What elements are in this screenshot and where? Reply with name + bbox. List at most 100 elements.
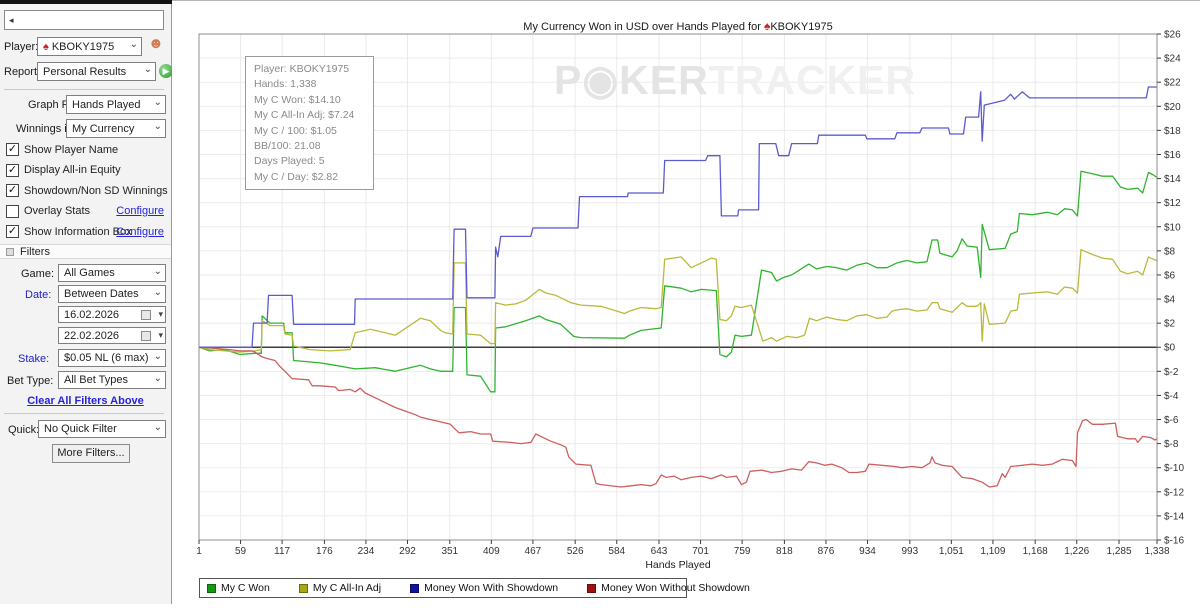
graph-for-value: Hands Played	[72, 98, 141, 111]
chevron-down-icon: ⌄	[153, 121, 162, 132]
run-report-icon[interactable]: ▶	[159, 64, 173, 78]
chart-panel: P◉KERTRACKER 1 59 117 176 234 292 351 409 467 526…	[172, 0, 1200, 604]
checkbox-label: Show Player Name	[24, 143, 119, 156]
chevron-down-icon: ⌄	[153, 97, 162, 108]
bet-type-select[interactable]: All Bet Types ⌄	[58, 371, 166, 389]
x-axis-title: Hands Played	[645, 559, 711, 571]
y-tick-label: $24	[1164, 54, 1181, 65]
x-tick-label: 643	[651, 546, 668, 557]
legend-label: Money Won Without Showdown	[601, 582, 750, 594]
checkbox-label: Overlay Stats	[24, 205, 91, 217]
player-manager-icon[interactable]: ☻	[148, 35, 164, 52]
game-select[interactable]: All Games ⌄	[58, 264, 166, 282]
y-tick-label: $8	[1164, 246, 1176, 257]
info-box-line: My C / Day: $2.82	[254, 170, 339, 183]
checkbox-label: Display All-in Equity	[24, 164, 121, 176]
legend-swatch-icon	[207, 583, 216, 593]
y-tick-label: $-2	[1164, 367, 1179, 378]
y-tick-label: $-4	[1164, 391, 1179, 402]
tab-scroll-box[interactable]: ◂	[4, 10, 164, 30]
y-tick-label: $14	[1164, 174, 1181, 185]
checkbox[interactable]: ✓	[6, 184, 19, 197]
y-tick-label: $12	[1164, 198, 1181, 209]
quick-filter-select[interactable]: No Quick Filter ⌄	[38, 420, 166, 438]
x-tick-label: 292	[399, 546, 416, 557]
y-tick-label: $10	[1164, 222, 1181, 233]
checkbox[interactable]	[6, 204, 19, 218]
checkbox[interactable]: ✓	[6, 163, 19, 177]
y-tick-label: $0	[1164, 343, 1176, 354]
y-tick-label: $-10	[1164, 463, 1184, 474]
calendar-icon[interactable]	[141, 330, 151, 341]
checkbox-row: Overlay Stats Configure	[6, 204, 168, 219]
x-tick-label: 701	[692, 546, 709, 557]
y-tick-label: $6	[1164, 270, 1176, 281]
date-from-input[interactable]: 16.02.2026 ▾	[58, 306, 166, 323]
y-tick-label: $-12	[1164, 487, 1184, 498]
checkbox-row: ✓ Show Player Name	[6, 142, 168, 157]
x-tick-label: 1,226	[1064, 546, 1089, 557]
pokerstars-spade-icon: ♠	[763, 19, 771, 33]
info-box-line: My C / 100: $1.05	[254, 124, 337, 137]
x-tick-label: 876	[818, 546, 835, 557]
scroll-left-icon[interactable]: ◂	[9, 15, 14, 25]
series-line-money-won-without-showdown	[198, 346, 1158, 488]
winnings-in-select[interactable]: My Currency ⌄	[66, 119, 166, 138]
x-tick-label: 759	[734, 546, 751, 557]
y-tick-label: $-8	[1164, 439, 1179, 450]
game-value: All Games	[64, 267, 115, 279]
checkbox[interactable]: ✓	[6, 143, 19, 156]
x-tick-label: 1,338	[1144, 546, 1169, 557]
chart-legend: My C Won My C All-In Adj Money Won With Sh…	[199, 578, 750, 598]
date-select[interactable]: Between Dates ⌄	[58, 285, 166, 303]
report-select-value: Personal Results	[43, 65, 127, 78]
legend-item: Money Won With Showdown	[410, 582, 558, 594]
date-to-input[interactable]: 22.02.2026 ▾	[58, 327, 166, 344]
y-tick-label: $22	[1164, 78, 1181, 89]
calendar-icon[interactable]	[141, 309, 151, 320]
divider	[4, 413, 164, 414]
clear-all-filters-link[interactable]: Clear All Filters Above	[27, 395, 144, 407]
series-line-money-won-with-showdown	[199, 86, 1157, 348]
player-select[interactable]: ♠ KBOKY1975 ⌄	[37, 37, 142, 56]
series-line-my-c-all-in-adj	[198, 249, 1158, 353]
more-filters-button[interactable]: More Filters...	[52, 444, 130, 463]
chevron-down-icon: ⌄	[153, 287, 162, 298]
date-value: Between Dates	[64, 288, 139, 300]
player-select-value: KBOKY1975	[51, 40, 115, 53]
report-select[interactable]: Personal Results ⌄	[37, 62, 156, 81]
x-tick-label: 176	[316, 546, 333, 557]
filters-section-header[interactable]: Filters	[0, 244, 171, 259]
chevron-down-icon: ⌄	[153, 266, 162, 277]
x-tick-label: 1,109	[980, 546, 1005, 557]
checkbox-label: Show Information Box	[24, 225, 132, 238]
info-box-line: Hands: 1,338	[254, 78, 317, 91]
checkbox-label: Showdown/Non SD Winnings	[24, 184, 168, 197]
collapse-icon[interactable]	[6, 247, 14, 256]
configure-link[interactable]: Configure	[116, 225, 164, 238]
configure-link[interactable]: Configure	[116, 205, 164, 217]
quick-filter-value: No Quick Filter	[44, 423, 117, 435]
chevron-down-icon: ⌄	[129, 39, 138, 50]
x-tick-label: 526	[567, 546, 584, 557]
x-tick-label: 351	[441, 546, 458, 557]
y-tick-label: $26	[1164, 30, 1181, 41]
y-tick-label: $16	[1164, 150, 1181, 161]
info-box-line: Days Played: 5	[254, 155, 325, 168]
legend-item: Money Won Without Showdown	[587, 582, 750, 594]
sidebar: ◂ Player: ♠ KBOKY1975 ⌄ ☻ Report: Person…	[0, 4, 173, 604]
x-tick-label: 1,051	[939, 546, 964, 557]
stake-value: $0.05 NL (6 max)	[64, 352, 149, 364]
player-label: Player:	[4, 41, 39, 53]
chevron-down-icon: ▾	[158, 309, 163, 319]
x-tick-label: 818	[776, 546, 793, 557]
info-box: Player: KBOKY1975 Hands: 1,338 My C Won: $…	[245, 56, 374, 190]
quick-label: Quick:	[8, 424, 40, 436]
legend-swatch-icon	[298, 583, 308, 593]
checkbox[interactable]: ✓	[6, 225, 19, 238]
stake-label: Stake:	[18, 353, 50, 365]
series-line-my-c-won	[198, 170, 1158, 393]
graph-for-select[interactable]: Hands Played ⌄	[66, 95, 166, 114]
winnings-in-label: Winnings in:	[16, 123, 76, 135]
stake-select[interactable]: $0.05 NL (6 max) ⌄	[58, 349, 166, 367]
